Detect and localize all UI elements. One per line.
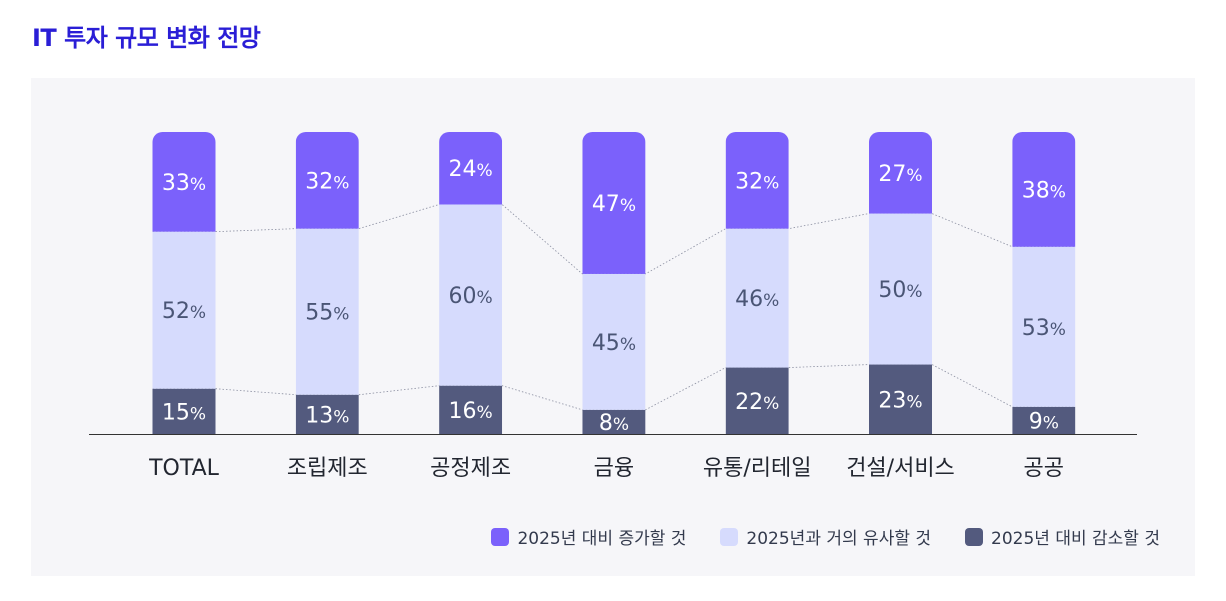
data-label: 45% [592, 331, 636, 356]
bar-stack [725, 132, 789, 434]
x-tick-label: 금융 [594, 456, 634, 481]
x-tick-label: TOTAL [148, 456, 220, 481]
data-label: 38% [1022, 178, 1066, 203]
data-label: 9% [1029, 409, 1059, 434]
data-label: 60% [449, 284, 493, 309]
legend-swatch-increase [491, 527, 510, 546]
legend-item-similar: 2025년과 거의 유사할 것 [720, 524, 931, 549]
x-tick-label: 유통/리테일 [703, 456, 812, 481]
data-label: 15% [162, 400, 206, 425]
legend-item-decrease: 2025년 대비 감소할 것 [965, 524, 1160, 549]
bar-segment-similar [582, 273, 646, 410]
data-label: 53% [1022, 316, 1066, 341]
bar-segment-decrease [1012, 406, 1076, 434]
x-tick-label: 건설/서비스 [846, 456, 955, 481]
chart-title: IT 투자 규모 변화 전망 [32, 24, 261, 52]
legend-item-increase: 2025년 대비 증가할 것 [491, 524, 686, 549]
data-label: 50% [878, 278, 922, 303]
data-label: 47% [592, 192, 636, 217]
bar-segment-increase [582, 132, 646, 274]
bar-segment-decrease [295, 394, 359, 434]
bars [152, 132, 1076, 434]
bar-segment-increase [869, 132, 932, 214]
legend-label-similar: 2025년과 거의 유사할 것 [746, 529, 932, 549]
x-tick-label: 조립제조 [287, 456, 368, 481]
data-label: 55% [305, 301, 349, 326]
bar-segment-increase [152, 132, 216, 232]
data-label: 13% [305, 403, 349, 428]
data-label: 52% [162, 299, 206, 324]
data-label: 27% [878, 162, 922, 187]
bar-segment-similar [1012, 246, 1076, 407]
bar-segment-increase [295, 132, 359, 229]
bar-segment-decrease [439, 385, 503, 434]
bar-segment-increase [1012, 132, 1076, 247]
bar-stack [869, 132, 932, 434]
bar-stack [582, 132, 646, 434]
legend: 2025년 대비 증가할 것 2025년과 거의 유사할 것 2025년 대비 … [491, 524, 1160, 549]
bar-stack [295, 132, 359, 434]
x-tick-labels: TOTAL 조립제조 공정제조 금융 유통/리테일 건설/서비스 공공 [148, 456, 1064, 481]
bar-segment-similar [869, 213, 932, 365]
bar-segment-similar [725, 228, 789, 368]
data-label: 23% [878, 388, 922, 413]
bar-stack [152, 132, 216, 434]
data-label: 46% [735, 287, 779, 312]
data-label: 8% [599, 411, 629, 436]
x-tick-label: 공정제조 [430, 456, 511, 481]
x-tick-label: 공공 [1024, 456, 1064, 481]
bar-stack [1012, 132, 1076, 434]
legend-label-increase: 2025년 대비 증가할 것 [517, 529, 687, 549]
legend-swatch-decrease [965, 527, 984, 546]
value-labels: 15% 52% 33% 13% 55% 32% 16% 60% 24% 8% 45% 47% 22% 46… [162, 157, 1066, 436]
bar-stack [439, 132, 503, 434]
bar-segment-decrease [582, 409, 646, 434]
data-label: 22% [735, 390, 779, 415]
bar-segment-decrease [725, 367, 789, 434]
data-label: 32% [305, 169, 349, 194]
bar-segment-similar [295, 228, 359, 395]
data-label: 32% [735, 169, 779, 194]
bar-segment-similar [152, 231, 216, 389]
bar-segment-decrease [869, 364, 932, 434]
bar-segment-decrease [152, 388, 216, 434]
bar-segment-increase [725, 132, 789, 229]
data-label: 24% [449, 157, 493, 182]
legend-swatch-similar [720, 527, 739, 546]
bar-segment-increase [439, 132, 503, 205]
data-label: 33% [162, 171, 206, 196]
data-label: 16% [449, 399, 493, 424]
legend-label-decrease: 2025년 대비 감소할 것 [991, 529, 1160, 549]
bar-segment-similar [439, 204, 503, 386]
